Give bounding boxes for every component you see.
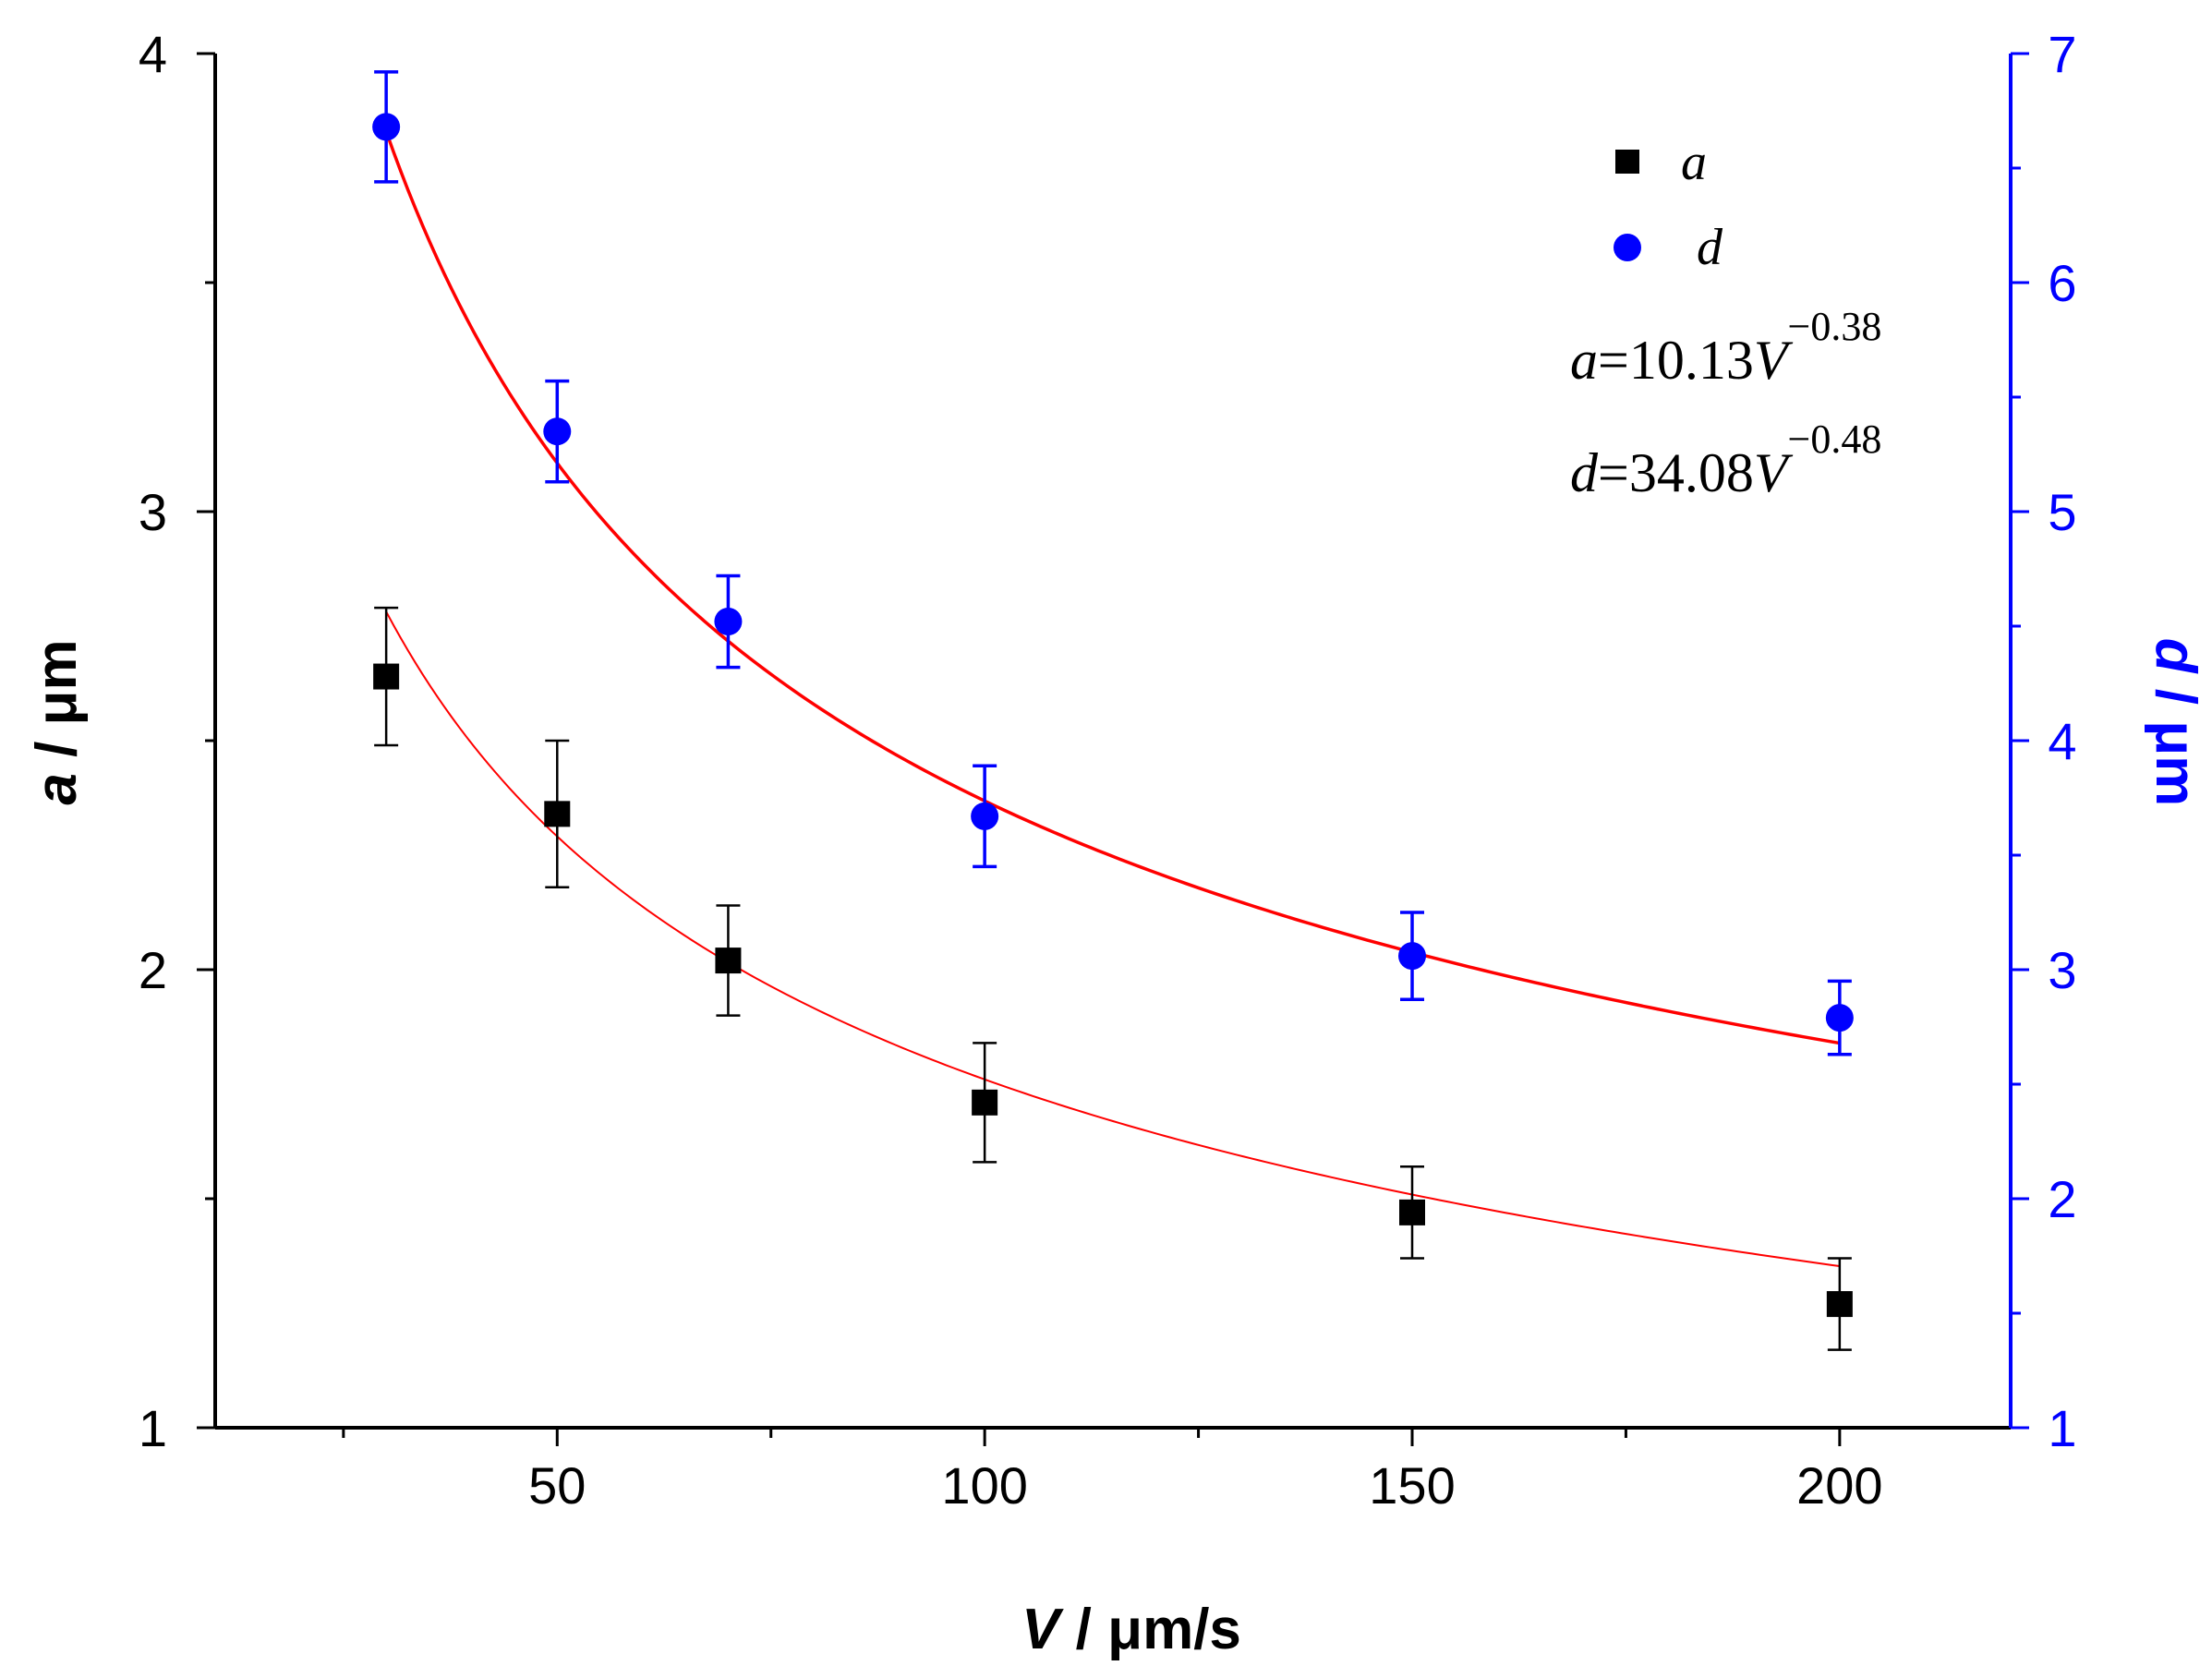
y-left-tick-label: 1	[139, 1399, 167, 1457]
y-left-tick-label: 2	[139, 941, 167, 999]
fit-curve-d	[384, 130, 1841, 1045]
fit-equation-a: a=10.13V−0.38	[1570, 304, 1881, 391]
x-tick-label: 200	[1796, 1456, 1882, 1515]
data-point-a	[715, 948, 742, 974]
data-point-d	[971, 802, 999, 830]
data-point-a	[972, 1089, 998, 1116]
y-right-axis-title: d / μm	[2144, 638, 2207, 807]
y-left-tick-label: 4	[139, 25, 167, 83]
data-point-d	[1398, 942, 1426, 971]
y-right-tick-label: 7	[2048, 25, 2076, 83]
y-right-tick-label: 1	[2048, 1399, 2076, 1457]
y-left-tick-label: 3	[139, 483, 167, 541]
plot-area	[372, 70, 1854, 1351]
legend-label-a: a	[1681, 134, 1707, 191]
y-right-tick-label: 3	[2048, 941, 2076, 999]
data-point-d	[714, 608, 743, 636]
data-point-a	[1826, 1291, 1853, 1318]
axes	[197, 52, 2029, 1446]
y-left-axis-title: a / μm	[25, 639, 89, 804]
legend-label-d: d	[1697, 219, 1723, 276]
y-right-tick-label: 4	[2048, 712, 2076, 770]
y-right-tick-label: 6	[2048, 254, 2076, 312]
data-point-d	[543, 417, 572, 446]
legend-marker-a	[1615, 150, 1639, 174]
fit-equation-d: d=34.08V−0.48	[1570, 416, 1881, 503]
fit-curve-a	[385, 610, 1840, 1268]
data-point-a	[544, 801, 571, 827]
y-right-tick-label: 2	[2048, 1170, 2076, 1228]
y-right-tick-label: 5	[2048, 483, 2076, 541]
x-tick-label: 150	[1369, 1456, 1455, 1515]
data-point-a	[373, 663, 400, 690]
x-tick-label: 100	[941, 1456, 1027, 1515]
labels: 50 100 150 200 1 2 3 4 1 2 3 4 5 6 7 V / μm/s a / μm d / …	[25, 25, 2207, 1661]
data-point-d	[1825, 1004, 1854, 1032]
x-axis-title: V / μm/s	[1021, 1598, 1241, 1661]
x-tick-label: 50	[528, 1456, 586, 1515]
legend-marker-d	[1614, 234, 1641, 261]
data-point-a	[1399, 1199, 1425, 1225]
data-point-d	[372, 113, 401, 141]
